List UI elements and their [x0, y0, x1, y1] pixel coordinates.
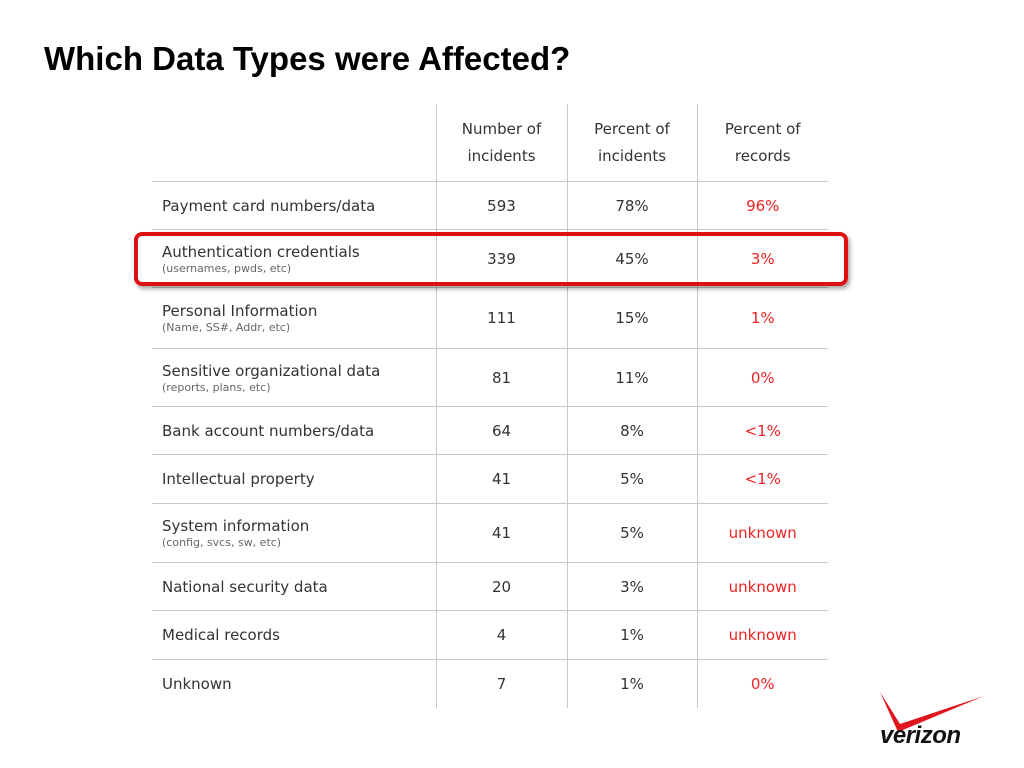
row-label-cell: Payment card numbers/data [152, 181, 436, 230]
pct-incidents-cell: 8% [566, 406, 697, 455]
incidents-cell: 4 [435, 610, 567, 660]
table-header-row: Number of incidents Percent of incidents… [152, 104, 828, 182]
pct-records-cell: 0% [696, 659, 828, 708]
row-sublabel: (reports, plans, etc) [162, 380, 271, 394]
pct-records-cell: unknown [696, 503, 828, 563]
check-mark-icon [880, 692, 984, 732]
pct-incidents-cell: 45% [566, 229, 697, 288]
header-line: Percent of [724, 119, 801, 138]
row-sublabel: (Name, SS#, Addr, etc) [162, 321, 291, 334]
table-row: System information (config, svcs, sw, etc… [152, 503, 828, 563]
header-line: Percent of [594, 119, 670, 138]
pct-records-cell: <1% [696, 454, 828, 504]
pct-records-cell: 96% [696, 181, 828, 230]
row-label: Bank account numbers/data [162, 421, 375, 440]
row-label-cell: Bank account numbers/data [152, 406, 436, 455]
pct-incidents-cell: 1% [566, 610, 697, 660]
header-line: Number of [461, 119, 542, 138]
row-label: Authentication credentials [162, 242, 360, 261]
header-line: incidents [467, 146, 536, 165]
row-label-cell: System information (config, svcs, sw, etc… [152, 503, 436, 563]
row-label-cell: Sensitive organizational data (reports, p… [152, 348, 436, 407]
table-row: Bank account numbers/data 64 8% <1% [152, 406, 828, 455]
verizon-logo: verizon [880, 722, 961, 749]
row-label: Medical records [162, 626, 280, 644]
pct-records-cell: unknown [696, 562, 828, 611]
incidents-cell: 41 [435, 503, 567, 563]
incidents-cell: 111 [435, 287, 567, 349]
pct-records-cell: unknown [696, 610, 828, 660]
incidents-cell: 593 [435, 181, 567, 230]
row-label-cell: National security data [152, 562, 436, 611]
pct-incidents-cell: 15% [566, 287, 697, 349]
table-row: Authentication credentials (usernames, pw… [152, 229, 828, 288]
pct-records-cell: 0% [696, 348, 828, 407]
row-label-cell: Medical records [152, 610, 436, 660]
pct-incidents-cell: 1% [566, 659, 697, 708]
header-percent-of-records: Percent of records [696, 104, 828, 182]
incidents-cell: 81 [435, 348, 567, 407]
table-row: Sensitive organizational data (reports, p… [152, 348, 828, 407]
incidents-cell: 64 [435, 406, 567, 455]
table-row: Unknown 7 1% 0% [152, 659, 828, 708]
header-line: records [734, 146, 791, 165]
row-sublabel: (config, svcs, sw, etc) [162, 536, 282, 549]
row-label-cell: Personal Information (Name, SS#, Addr, et… [152, 287, 436, 349]
pct-records-cell: <1% [696, 406, 828, 455]
row-label-cell: Intellectual property [152, 454, 436, 504]
slide-title: Which Data Types were Affected? [44, 40, 571, 77]
pct-incidents-cell: 5% [566, 454, 697, 504]
row-label: Sensitive organizational data [162, 361, 381, 380]
row-label: National security data [162, 577, 328, 596]
table-row: Medical records 4 1% unknown [152, 610, 828, 660]
row-label: Unknown [162, 674, 232, 693]
incidents-cell: 7 [435, 659, 567, 708]
table-row: Personal Information (Name, SS#, Addr, et… [152, 287, 828, 349]
pct-records-cell: 3% [696, 229, 828, 288]
header-label-column [152, 104, 436, 182]
table-row: Intellectual property 41 5% <1% [152, 454, 828, 504]
pct-incidents-cell: 78% [566, 181, 697, 230]
row-label: Personal Information [162, 302, 318, 320]
pct-incidents-cell: 5% [566, 503, 697, 563]
data-types-table: Number of incidents Percent of incidents… [152, 104, 828, 708]
row-label: Payment card numbers/data [162, 196, 376, 215]
header-line: incidents [597, 146, 667, 165]
table-row: National security data 20 3% unknown [152, 562, 828, 611]
incidents-cell: 339 [435, 229, 567, 288]
row-label-cell: Authentication credentials (usernames, pw… [152, 229, 436, 288]
table-row: Payment card numbers/data 593 78% 96% [152, 181, 828, 230]
incidents-cell: 20 [435, 562, 567, 611]
row-label: Intellectual property [162, 470, 315, 488]
pct-incidents-cell: 11% [566, 348, 697, 407]
incidents-cell: 41 [435, 454, 567, 504]
row-label-cell: Unknown [152, 659, 436, 708]
pct-records-cell: 1% [696, 287, 828, 349]
header-number-of-incidents: Number of incidents [435, 104, 567, 182]
pct-incidents-cell: 3% [566, 562, 697, 611]
row-sublabel: (usernames, pwds, etc) [162, 261, 292, 275]
row-label: System information [162, 517, 310, 535]
header-percent-of-incidents: Percent of incidents [566, 104, 697, 182]
